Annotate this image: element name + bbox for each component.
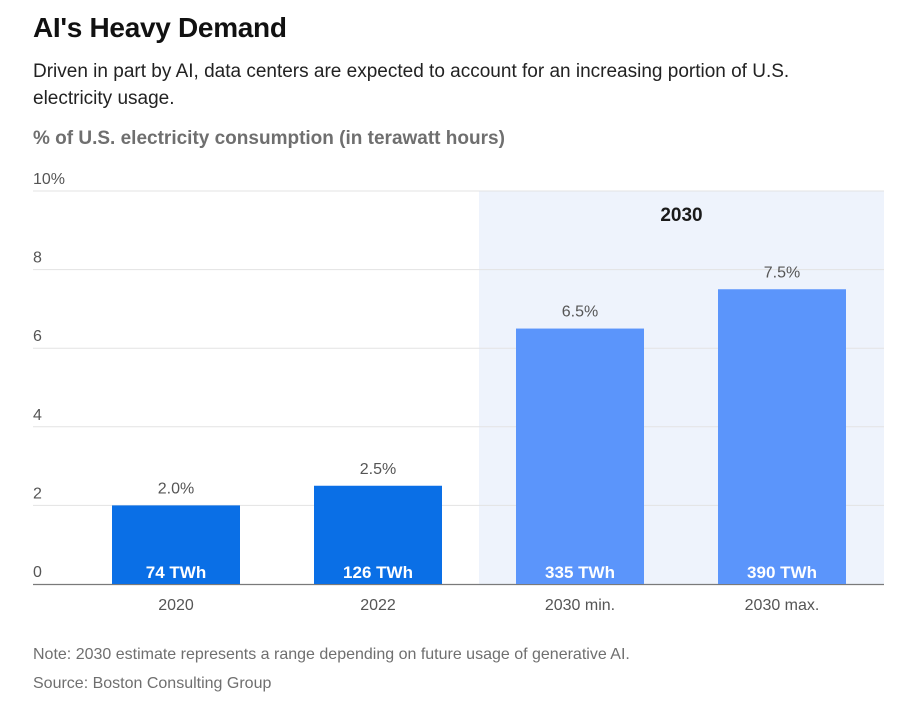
y-tick-label: 0 (33, 564, 42, 581)
bar-value-label: 7.5% (764, 264, 800, 281)
y-tick-label: 2 (33, 485, 42, 502)
highlight-group-label: 2030 (660, 205, 702, 226)
y-tick-label: 4 (33, 407, 42, 424)
x-tick-label: 2020 (158, 597, 194, 614)
bar-value-label: 6.5% (562, 304, 598, 321)
bar-inner-label: 335 TWh (545, 563, 615, 582)
bar (718, 289, 846, 584)
footnote: Note: 2030 estimate represents a range d… (33, 646, 630, 663)
bar (314, 485, 442, 584)
chart-title: AI's Heavy Demand (33, 12, 287, 43)
bar-layer (112, 289, 846, 584)
bar-inner-label: 390 TWh (747, 563, 817, 582)
bar (516, 328, 644, 584)
x-tick-label: 2030 max. (745, 597, 820, 614)
y-tick-label: 6 (33, 328, 42, 345)
label-layer: 0 2 4 6 8 10% 2.0% 74 TWh 2020 2.5% 126 TWh 2022 6.5… (33, 171, 819, 614)
x-tick-label: 2030 min. (545, 597, 615, 614)
y-axis-title: % of U.S. electricity consumption (in te… (33, 128, 505, 149)
y-tick-label: 8 (33, 250, 42, 267)
bar-value-label: 2.0% (158, 480, 194, 497)
bar-inner-label: 74 TWh (146, 563, 206, 582)
x-tick-label: 2022 (360, 597, 396, 614)
y-tick-label: 10% (33, 171, 65, 188)
bar-inner-label: 126 TWh (343, 563, 413, 582)
bar (112, 505, 240, 584)
chart-subtitle: Driven in part by AI, data centers are e… (33, 61, 790, 109)
bar-value-label: 2.5% (360, 461, 396, 478)
source-note: Source: Boston Consulting Group (33, 675, 272, 692)
